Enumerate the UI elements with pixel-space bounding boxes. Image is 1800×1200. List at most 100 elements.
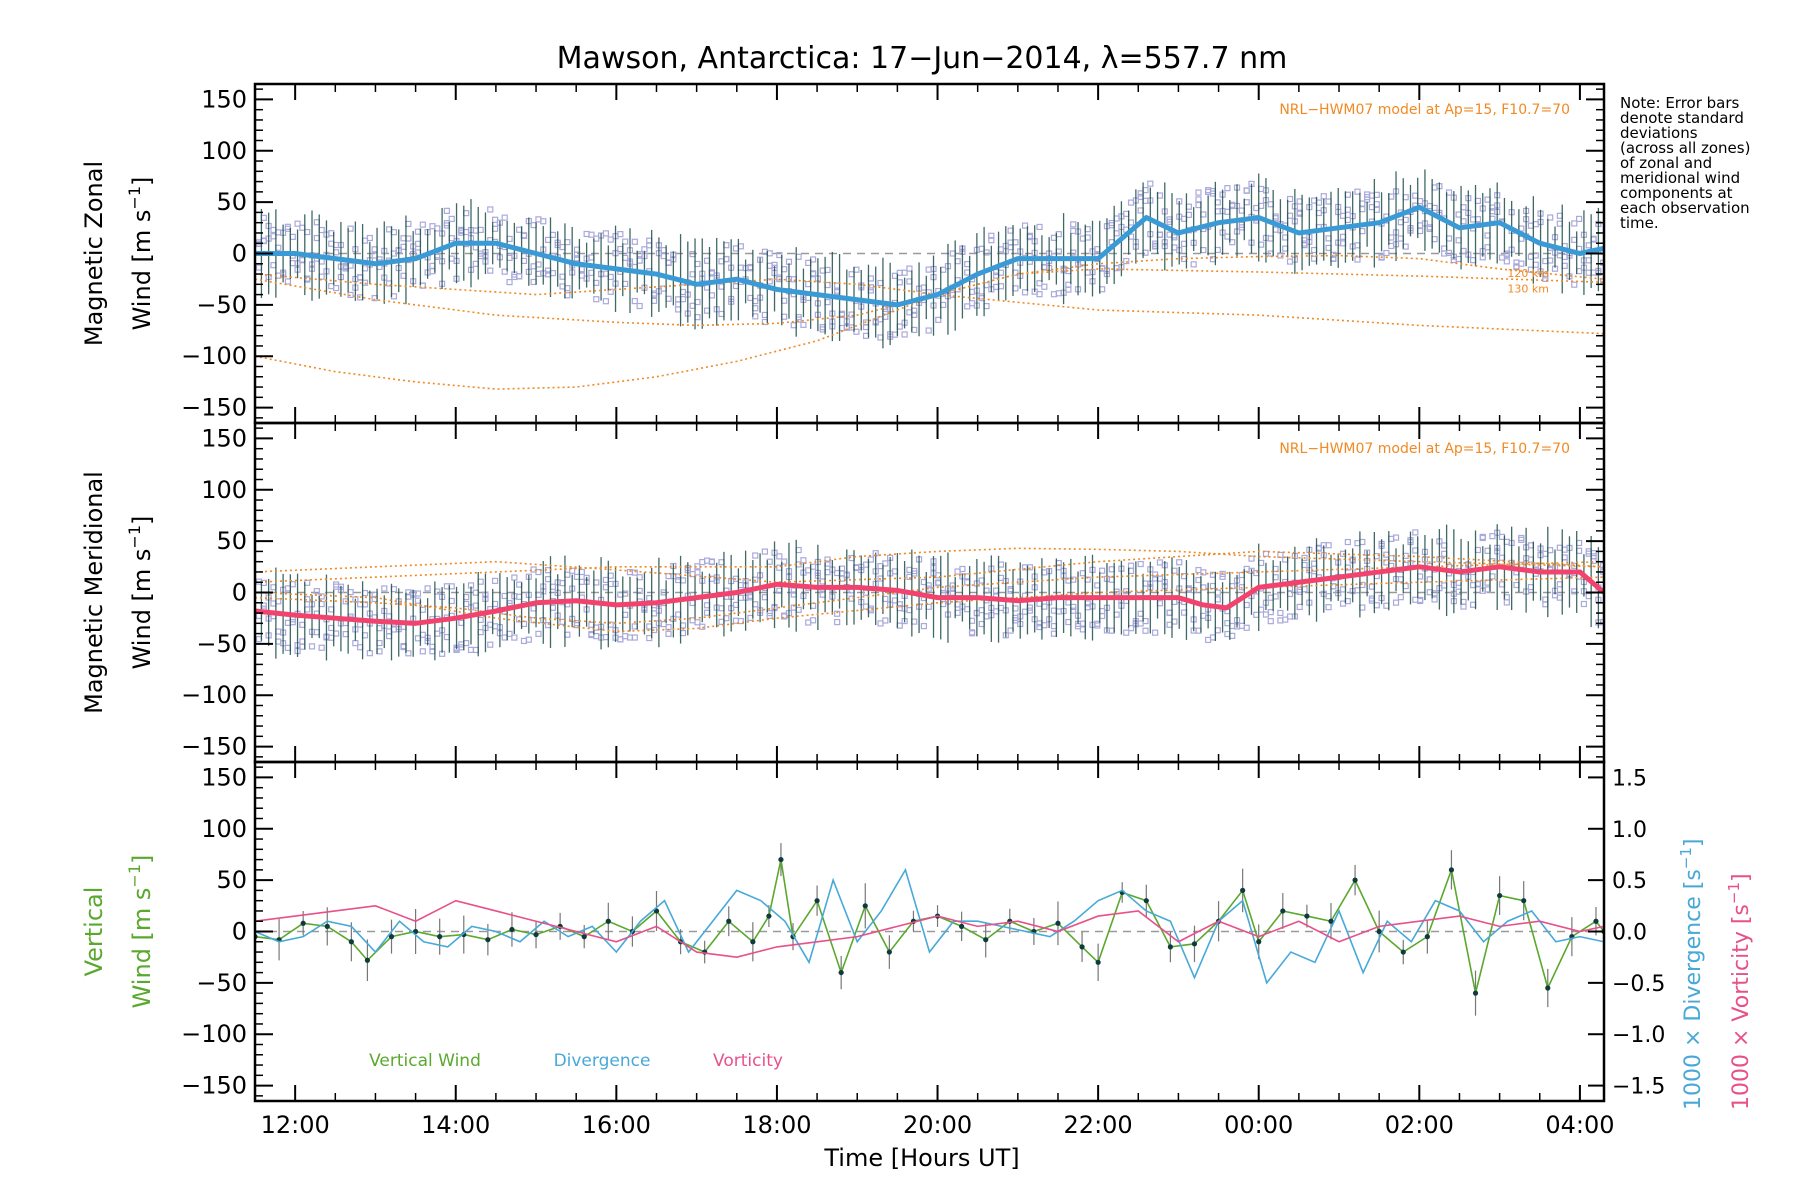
meridional-zone-point [1301, 561, 1308, 569]
zonal-zone-point [1344, 191, 1351, 198]
meridional-zone-point [761, 548, 768, 555]
zonal-zone-point [429, 262, 436, 269]
zonal-zone-point [1113, 230, 1120, 237]
vertical-wind-point [1400, 949, 1406, 955]
note-line: denote standard [1620, 109, 1744, 127]
zonal-zone-point [940, 301, 947, 309]
zonal-zone-point [448, 215, 455, 222]
zonal-zone-point [1065, 281, 1072, 288]
model-altitude-130-label: 130 km [1507, 283, 1549, 296]
zonal-zone-point [1137, 207, 1144, 214]
meridional-zone-point [443, 633, 451, 641]
zonal-y-tick-label: 100 [201, 137, 247, 165]
meridional-zone-point [694, 619, 701, 626]
zonal-zone-point [925, 327, 932, 334]
zonal-zone-point [1556, 212, 1563, 219]
meridional-zone-point [564, 631, 571, 638]
zonal-zone-point [1311, 246, 1318, 254]
meridional-zone-point [1402, 582, 1409, 590]
zonal-zone-point [781, 297, 788, 304]
meridional-zone-point [766, 612, 773, 620]
meridional-zone-point [1050, 630, 1058, 637]
meridional-zone-point [1142, 627, 1149, 634]
meridional-zone-point [366, 650, 373, 657]
zonal-zone-point [1542, 275, 1549, 282]
zonal-model-3-curve [255, 254, 1604, 390]
zonal-zone-point [294, 220, 301, 227]
meridional-zone-point [477, 616, 484, 624]
meridional-zone-point [511, 574, 518, 581]
meridional-zone-point [1099, 612, 1106, 620]
meridional-zone-point [1484, 547, 1491, 554]
zonal-zone-point [501, 268, 508, 275]
meridional-zone-point [361, 632, 369, 639]
meridional-zone-point [414, 590, 422, 597]
zonal-zone-point [347, 291, 354, 299]
zonal-zone-point [400, 272, 407, 279]
note-line: deviations [1620, 124, 1698, 142]
vertical-wind-point [1095, 959, 1101, 965]
zonal-zone-point [805, 281, 812, 288]
meridional-zone-point [1576, 539, 1583, 547]
vertical-y-tick-label: 0 [232, 918, 247, 946]
vertical-wind-point [1545, 985, 1551, 991]
zonal-zone-point [949, 250, 956, 257]
meridional-zone-point [1470, 601, 1477, 608]
vertical-wind-point [1376, 928, 1382, 935]
vertical-wind-point [1304, 913, 1310, 919]
zonal-zone-point [333, 284, 340, 292]
zonal-zone-point [1084, 226, 1091, 233]
zonal-series-line [255, 204, 1604, 308]
zonal-zone-point [1012, 285, 1019, 292]
zonal-zone-point [1484, 232, 1491, 239]
meridional-zone-point [631, 634, 638, 641]
meridional-zone-point [1498, 554, 1506, 561]
zonal-zone-point [1547, 214, 1554, 221]
meridional-y-axis-label-line1: Magnetic Meridional [80, 471, 108, 714]
zonal-y-tick-label: −100 [181, 342, 247, 370]
zonal-zone-point [718, 283, 725, 290]
meridional-zone-point [385, 613, 393, 620]
meridional-zone-point [1392, 534, 1400, 541]
vertical-wind-point [983, 937, 989, 943]
meridional-zone-point [434, 588, 441, 595]
meridional-zone-point [1113, 611, 1120, 618]
zonal-zone-point [1354, 188, 1361, 195]
meridional-zone-point [1243, 624, 1250, 631]
meridional-y-axis-label-line2: Wind [m s−1] [125, 516, 156, 670]
meridional-zone-point [925, 603, 932, 610]
zonal-zone-point [1036, 223, 1043, 231]
meridional-zone-point [1258, 559, 1265, 567]
meridional-zone-point [761, 594, 768, 601]
right-y-axis-label-vorticity: 1000 × Vorticity [s−1] [1725, 873, 1754, 1110]
vorticity-line [255, 899, 1604, 958]
meridional-model-2-curve [255, 547, 1604, 584]
chart-title: Mawson, Antarctica: 17−Jun−2014, λ=557.7… [557, 41, 1288, 76]
zonal-zone-point [1359, 206, 1366, 213]
zonal-model-1-curve [255, 273, 1604, 335]
zonal-zone-point [954, 258, 961, 265]
zonal-zone-point [1007, 227, 1014, 234]
zonal-zone-point [1484, 196, 1491, 203]
meridional-zone-point [1180, 609, 1188, 616]
zonal-zone-point [1388, 193, 1395, 200]
meridional-y-tick-label: −150 [181, 733, 247, 761]
meridional-zone-point [569, 567, 576, 574]
zonal-zone-point [1445, 249, 1453, 257]
meridional-zone-point [959, 565, 966, 573]
zonal-zone-point [1388, 234, 1395, 241]
meridional-zone-point [1127, 562, 1135, 569]
meridional-model-label: NRL−HWM07 model at Ap=15, F10.7=70 [1279, 441, 1570, 457]
meridional-zone-point [699, 623, 706, 630]
vertical-wind-point [1472, 990, 1479, 996]
zonal-zone-point [573, 255, 581, 262]
zonal-zone-point [694, 314, 701, 321]
meridional-zone-point [968, 617, 976, 624]
meridional-zone-point [419, 606, 426, 613]
meridional-zone-point [573, 573, 581, 580]
zonal-zone-point [983, 303, 990, 310]
vertical-y-tick-label: 50 [216, 866, 247, 894]
zonal-zone-point [896, 279, 903, 286]
zonal-zone-point [1474, 197, 1482, 205]
meridional-zone-point [544, 576, 552, 583]
